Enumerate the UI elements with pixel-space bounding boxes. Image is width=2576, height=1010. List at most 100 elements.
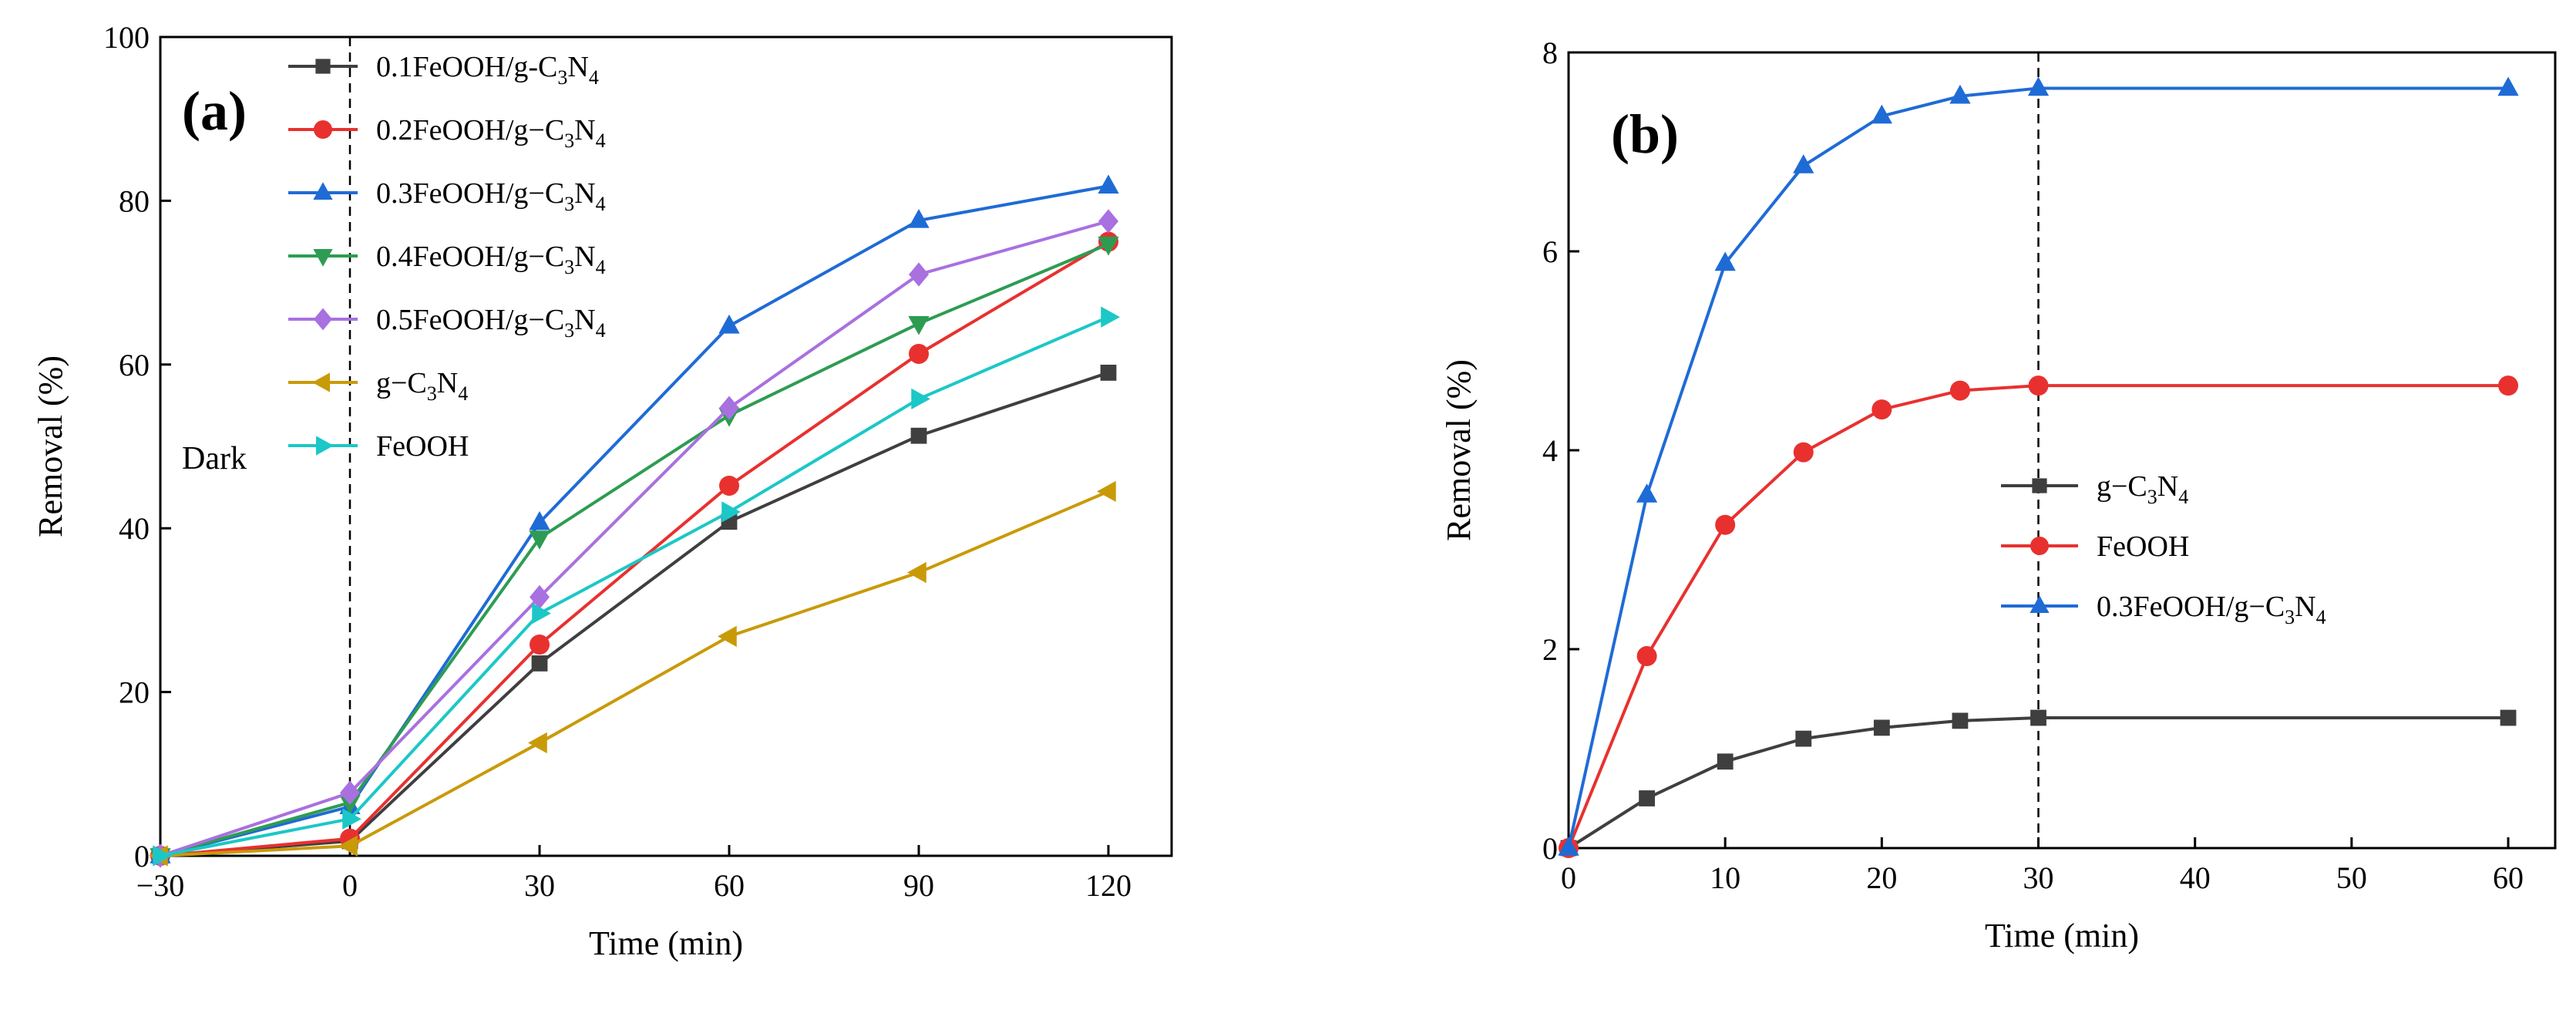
data-point — [2500, 709, 2517, 726]
x-tick-label: 120 — [1085, 868, 1132, 903]
x-tick-label: 60 — [2493, 860, 2524, 895]
y-tick-label: 2 — [1542, 632, 1558, 667]
x-tick-label: 10 — [1710, 860, 1740, 895]
data-point — [2030, 709, 2046, 726]
series-line — [160, 220, 1109, 857]
y-tick-label: 6 — [1542, 234, 1558, 269]
data-point — [1098, 209, 1118, 234]
y-tick-label: 0 — [1542, 831, 1558, 866]
data-point — [719, 396, 739, 420]
series-0.5FeOOH/g-C3N4 — [150, 209, 1118, 868]
legend-label: FeOOH — [376, 430, 469, 463]
x-tick-label: 40 — [2180, 860, 2211, 895]
legend-label: g−C3N4 — [2097, 470, 2188, 508]
series-line — [160, 490, 1109, 857]
legend-marker — [314, 308, 332, 331]
x-axis-title: Time (min) — [1985, 917, 2139, 954]
legend-label: 0.5FeOOH/g−C3N4 — [376, 304, 606, 342]
legend-marker — [2030, 595, 2050, 613]
x-tick-label: 0 — [342, 868, 358, 903]
series-line — [1567, 86, 2509, 849]
legend-label: 0.4FeOOH/g−C3N4 — [376, 241, 606, 278]
legend-label: FeOOH — [2097, 530, 2189, 563]
legend-marker — [314, 120, 332, 139]
data-point — [1098, 174, 1119, 194]
legend: g−C3N4 FeOOH 0.3FeOOH/g−C3N4 — [2001, 470, 2326, 628]
y-tick-label: 100 — [103, 20, 150, 55]
data-point — [1715, 514, 1736, 535]
data-point — [718, 625, 737, 648]
data-point — [908, 315, 930, 335]
legend-label: 0.3FeOOH/g−C3N4 — [2097, 591, 2326, 628]
data-point — [1871, 399, 1892, 420]
legend-marker — [2032, 478, 2047, 493]
legend-item: g−C3N4 — [2001, 470, 2188, 508]
legend-item: 0.5FeOOH/g−C3N4 — [288, 304, 606, 342]
x-tick-label: 90 — [903, 868, 934, 903]
data-point — [1639, 790, 1655, 806]
legend-marker — [316, 436, 334, 456]
series-line — [160, 242, 1109, 857]
series-FeOOH — [153, 306, 1120, 867]
legend-marker — [2030, 537, 2049, 555]
x-axis-title: Time (min) — [589, 924, 743, 962]
data-point — [1717, 753, 1734, 770]
data-point — [342, 808, 362, 830]
data-point — [908, 208, 930, 228]
data-point — [1101, 306, 1120, 328]
data-point — [1100, 365, 1117, 381]
data-point — [1871, 104, 1892, 124]
data-point — [530, 635, 550, 655]
data-point — [531, 655, 548, 672]
legend-item: 0.4FeOOH/g−C3N4 — [288, 241, 606, 278]
data-point — [1097, 480, 1116, 503]
data-point — [911, 388, 930, 410]
series-line — [160, 240, 1110, 857]
legend-marker — [315, 59, 331, 74]
y-tick-label: 40 — [119, 511, 150, 546]
data-point — [910, 427, 927, 444]
data-point — [1952, 712, 1969, 729]
y-tick-label: 4 — [1542, 433, 1558, 468]
legend-item: 0.1FeOOH/g-C3N4 — [288, 51, 599, 89]
x-tick-label: 30 — [524, 868, 555, 903]
data-point — [2497, 76, 2519, 96]
plot-frame — [1567, 51, 2557, 850]
plot-frame — [159, 35, 1173, 857]
data-point — [532, 602, 551, 625]
series-line — [160, 315, 1109, 857]
data-point — [1873, 719, 1890, 736]
data-point — [1636, 646, 1657, 667]
data-point — [909, 343, 929, 364]
legend-item: g−C3N4 — [288, 367, 468, 405]
series-g-C3N4 — [149, 480, 1116, 867]
data-point — [338, 835, 358, 857]
series-line — [160, 371, 1109, 857]
legend-item: 0.3FeOOH/g−C3N4 — [2001, 591, 2326, 628]
series-line — [1567, 384, 2509, 849]
dark-annotation: Dark — [182, 441, 247, 476]
data-point — [1949, 84, 1971, 104]
data-point — [1558, 837, 1579, 856]
y-tick-label: 8 — [1542, 35, 1558, 70]
legend: 0.1FeOOH/g-C3N4 0.2FeOOH/g−C3N4 0.3FeOOH/g… — [288, 51, 606, 463]
data-point — [528, 732, 547, 754]
y-axis-title: Removal (%) — [32, 355, 69, 537]
legend-marker — [313, 249, 333, 267]
data-point — [1793, 154, 1814, 173]
data-point — [1714, 251, 1736, 271]
data-point — [1098, 236, 1119, 256]
data-point — [719, 475, 739, 496]
legend-label: g−C3N4 — [376, 367, 468, 405]
x-tick-label: 20 — [1866, 860, 1897, 895]
data-point — [153, 845, 172, 867]
legend-label: 0.3FeOOH/g−C3N4 — [376, 177, 606, 215]
series-line — [160, 184, 1109, 857]
legend-label: 0.2FeOOH/g−C3N4 — [376, 114, 606, 152]
y-tick-label: 20 — [119, 675, 150, 710]
x-tick-label: 60 — [714, 868, 745, 903]
series-0.3FeOOH/g-C3N4 — [150, 174, 1119, 864]
data-point — [2027, 76, 2050, 96]
series-line — [1567, 716, 2509, 850]
